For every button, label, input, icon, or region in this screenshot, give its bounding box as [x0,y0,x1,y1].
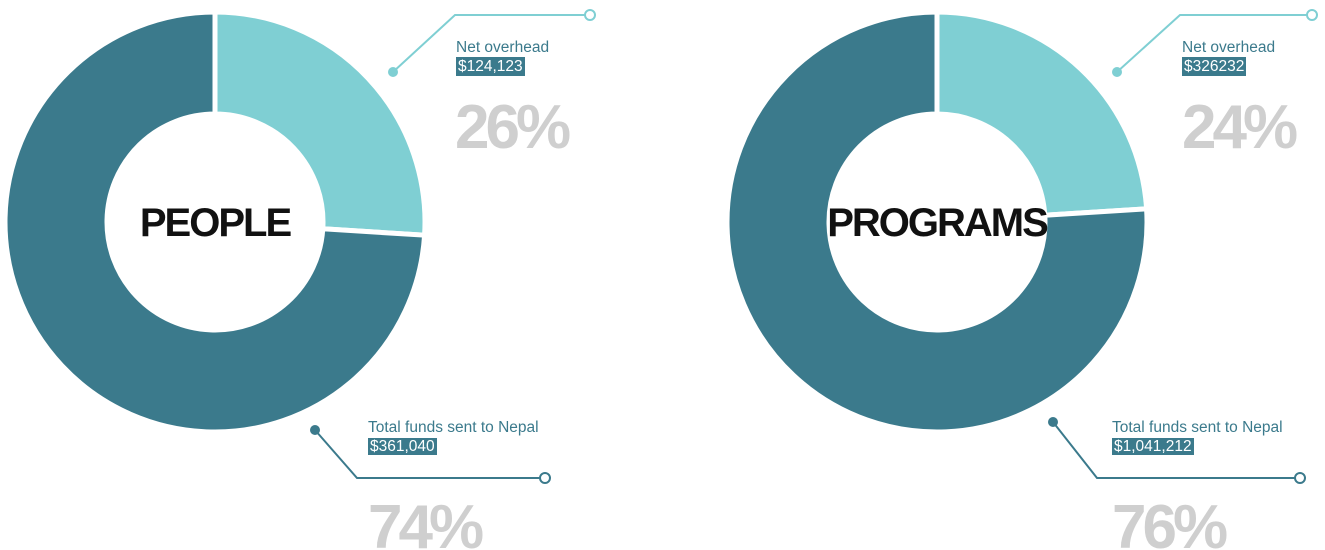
leader-line [1116,14,1312,73]
slice [212,9,428,238]
slice [724,9,1150,435]
percent-label: 76% [1112,493,1227,550]
category-label: Net overhead [1182,39,1276,56]
leader-line [1052,421,1300,479]
category-label: Net overhead [456,39,550,56]
slice-label: Total funds sent to Nepal $1,041,212 [1112,418,1290,456]
slice-label: Net overhead $124,123 [456,38,634,76]
center-label: PROGRAMS [827,201,1048,245]
leader-dot [1112,67,1122,77]
slice-label: Net overhead $326232 [1182,38,1325,76]
center-label: PEOPLE [140,201,292,245]
leader-line [392,14,590,73]
slice-label: Total funds sent to Nepal $361,040 [368,418,546,456]
category-label: Total funds sent to Nepal [1112,419,1283,436]
leader-end [539,472,551,484]
category-label: Total funds sent to Nepal [368,419,539,436]
percent-label: 24% [1182,93,1297,162]
percent-label: 26% [455,93,570,162]
leader-dot [1048,417,1058,427]
slice [934,9,1150,218]
leader-line [314,429,545,479]
percent-label: 74% [368,493,483,550]
leader-end [584,9,596,21]
amount-label: $361,040 [368,438,437,455]
leader-end [1306,9,1318,21]
slice [2,9,428,435]
amount-label: $124,123 [456,57,525,76]
leader-end [1294,472,1306,484]
amount-label: $1,041,212 [1112,438,1194,455]
amount-label: $326232 [1182,57,1247,76]
leader-dot [310,425,320,435]
leader-dot [388,67,398,77]
